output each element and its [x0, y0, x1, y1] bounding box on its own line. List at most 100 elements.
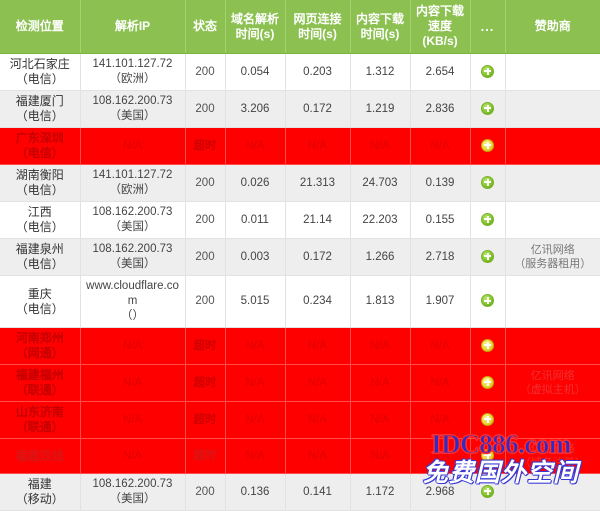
cell-sponsor[interactable]	[505, 164, 600, 202]
table-body: 河北石家庄 （电信） 141.101.127.72 （欧洲） 200 0.054 0.203…	[0, 53, 600, 511]
cell-status-line1: 200	[195, 65, 215, 78]
cell-status: 200	[185, 53, 226, 91]
cell-resolved-ip-line1: N/A	[122, 413, 143, 426]
cell-download-speed: N/A	[410, 327, 471, 365]
cell-location-line1: 福建厦门	[15, 94, 64, 108]
cell-resolved-ip-line1: N/A	[122, 449, 143, 462]
cell-download-time: 1.172	[350, 473, 411, 511]
cell-download-speed-line1: N/A	[430, 339, 450, 352]
cell-sponsor[interactable]	[505, 473, 600, 511]
cell-download-time: 1.219	[350, 90, 411, 128]
cell-download-speed-line1: 2.968	[425, 485, 455, 498]
cell-sponsor[interactable]: 亿讯网络 （域名注册）	[505, 438, 600, 474]
cell-expand[interactable]	[470, 90, 506, 128]
cell-resolved-ip-line2: （欧洲）	[109, 73, 156, 85]
column-header-more[interactable]: ...	[470, 0, 506, 54]
cell-location-line2: （电信）	[15, 146, 64, 160]
cell-sponsor[interactable]	[505, 401, 600, 439]
table-row[interactable]: 河南郑州 （网通） N/A 超时 N/A N/A N/A N/A	[0, 327, 600, 365]
column-header-status[interactable]: 状态	[185, 0, 226, 54]
header-label-location: 检测位置	[15, 19, 64, 33]
cell-expand[interactable]	[470, 238, 506, 276]
cell-download-speed: 1.907	[410, 275, 471, 328]
cell-connect-time-line1: N/A	[307, 449, 328, 462]
table-row[interactable]: 广东深圳 （电信） N/A 超时 N/A N/A N/A N/A	[0, 127, 600, 165]
cell-connect-time: 0.203	[285, 53, 351, 91]
cell-location: 河南郑州 （网通）	[0, 327, 81, 365]
cell-download-speed: 0.139	[410, 164, 471, 202]
table-row[interactable]: 重庆 （电信） www.cloudflare.com （） 200 5.015 0.234 1…	[0, 275, 600, 328]
plus-circle-icon[interactable]	[481, 338, 494, 352]
cell-sponsor[interactable]	[505, 53, 600, 91]
plus-circle-icon[interactable]	[481, 448, 494, 462]
cell-sponsor[interactable]	[505, 327, 600, 365]
plus-circle-icon[interactable]	[481, 138, 494, 152]
cell-expand[interactable]	[470, 364, 506, 402]
column-header-download-speed[interactable]: 内容下载 速度(KB/s)	[410, 0, 471, 54]
cell-download-time-line1: N/A	[370, 139, 390, 152]
cell-location-line1: 福建双线	[15, 448, 64, 463]
cell-status-line1: 200	[195, 485, 215, 498]
plus-circle-icon[interactable]	[481, 412, 494, 426]
cell-location: 福建福州 （联通）	[0, 364, 81, 402]
cell-sponsor[interactable]	[505, 275, 600, 328]
cell-status: 超时	[185, 327, 226, 365]
cell-expand[interactable]	[470, 327, 506, 365]
plus-circle-icon[interactable]	[481, 212, 494, 226]
table-row[interactable]: 湖南衡阳 （电信） 141.101.127.72 （欧洲） 200 0.026 21.313…	[0, 164, 600, 202]
plus-circle-icon[interactable]	[481, 249, 494, 263]
column-header-resolved-ip[interactable]: 解析IP	[80, 0, 186, 54]
cell-sponsor[interactable]: 亿讯网络 （服务器租用）	[505, 238, 600, 276]
plus-circle-icon[interactable]	[481, 64, 494, 78]
plus-circle-icon[interactable]	[481, 175, 494, 189]
cell-connect-time: N/A	[285, 127, 351, 165]
cell-expand[interactable]	[470, 401, 506, 439]
table-row[interactable]: 福建双线 N/A 超时 N/A N/A N/A N/A 亿讯网络 （域名注册）	[0, 438, 600, 474]
cell-sponsor[interactable]	[505, 127, 600, 165]
column-header-location[interactable]: 检测位置	[0, 0, 81, 54]
cell-expand[interactable]	[470, 275, 506, 328]
table-row[interactable]: 福建泉州 （电信） 108.162.200.73 （美国） 200 0.003 0.172 1…	[0, 238, 600, 276]
cell-location-line1: 重庆	[27, 286, 52, 301]
cell-download-time-line1: 1.219	[365, 102, 395, 115]
cell-sponsor[interactable]	[505, 201, 600, 239]
table-row[interactable]: 山东济南 （联通） N/A 超时 N/A N/A N/A N/A	[0, 401, 600, 439]
column-header-connect-time[interactable]: 网页连接 时间(s)	[285, 0, 351, 54]
cell-expand[interactable]	[470, 53, 506, 91]
plus-circle-icon[interactable]	[481, 294, 494, 308]
column-header-dns-time[interactable]: 域名解析 时间(s)	[225, 0, 286, 54]
cell-location-line2: （网通）	[15, 346, 64, 360]
table-row[interactable]: 河北石家庄 （电信） 141.101.127.72 （欧洲） 200 0.054 0.203…	[0, 53, 600, 91]
plus-circle-icon[interactable]	[481, 375, 494, 389]
cell-expand[interactable]	[470, 201, 506, 239]
cell-expand[interactable]	[470, 164, 506, 202]
cell-connect-time-line1: 0.172	[303, 102, 332, 115]
column-header-download-time[interactable]: 内容下载 时间(s)	[350, 0, 411, 54]
cell-resolved-ip-line1: N/A	[122, 339, 143, 352]
table-row[interactable]: 福建厦门 （电信） 108.162.200.73 （美国） 200 3.206 0.172 1…	[0, 90, 600, 128]
cell-connect-time-line1: 21.313	[299, 176, 336, 189]
cell-resolved-ip: 108.162.200.73 （美国）	[80, 201, 186, 239]
cell-sponsor[interactable]	[505, 90, 600, 128]
cell-sponsor[interactable]: 亿讯网络 （虚拟主机）	[505, 364, 600, 402]
cell-dns-time: N/A	[225, 327, 286, 365]
cell-expand[interactable]	[470, 473, 506, 511]
cell-connect-time-line1: 0.234	[303, 295, 332, 307]
column-header-sponsor[interactable]: 赞助商	[505, 0, 600, 54]
cell-resolved-ip-line1: N/A	[122, 376, 143, 389]
cell-location-line2: （移动）	[15, 492, 64, 506]
cell-resolved-ip: N/A	[80, 327, 186, 365]
cell-status-line1: 超时	[193, 449, 217, 462]
plus-circle-icon[interactable]	[481, 101, 494, 115]
cell-location-line1: 山东济南	[15, 405, 64, 419]
cell-location-line1: 江西	[27, 205, 52, 219]
cell-status: 200	[185, 275, 226, 328]
header-label-more: ...	[480, 19, 495, 34]
cell-connect-time-line1: N/A	[307, 376, 328, 389]
table-row[interactable]: 江西 （电信） 108.162.200.73 （美国） 200 0.011 21.14 22.…	[0, 201, 600, 239]
table-row[interactable]: 福建福州 （联通） N/A 超时 N/A N/A N/A N/A 亿讯网络 （虚拟主机）	[0, 364, 600, 402]
table-row[interactable]: 福建 （移动） 108.162.200.73 （美国） 200 0.136 0.141 1.1…	[0, 473, 600, 511]
cell-expand[interactable]	[470, 438, 506, 474]
cell-expand[interactable]	[470, 127, 506, 165]
